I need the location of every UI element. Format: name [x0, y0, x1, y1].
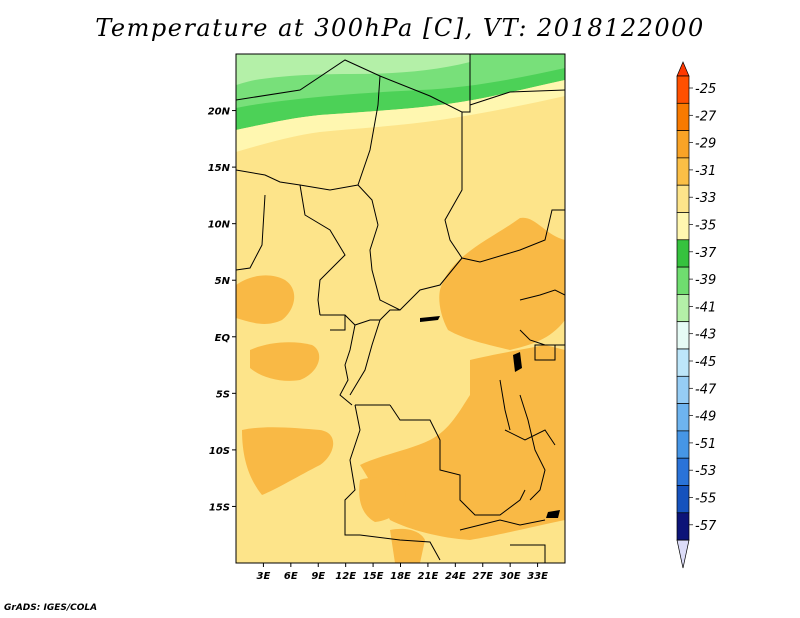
- lon-tick-label: 18E: [390, 571, 411, 582]
- colorbar-label: -45: [695, 355, 716, 370]
- colorbar-label: -25: [695, 82, 716, 97]
- lat-tick-label: 10S: [209, 446, 230, 457]
- colorbar-segment: [676, 266, 690, 295]
- colorbar-label: -47: [695, 382, 717, 397]
- temperature-field: [236, 54, 565, 563]
- colorbar-segment: [676, 102, 690, 131]
- colorbar-label: -35: [695, 219, 716, 234]
- lat-tick-label: 10N: [208, 220, 231, 231]
- colorbar-label: -55: [695, 492, 716, 507]
- lat-tick-label: 5S: [216, 389, 230, 400]
- region-orange-angola: [359, 477, 406, 522]
- colorbar-label: -29: [695, 137, 716, 152]
- map-title: Temperature at 300hPa [C], VT: 201812200…: [95, 14, 705, 42]
- lon-tick-label: 9E: [311, 571, 325, 582]
- country-borders: [236, 54, 565, 563]
- colorbar: -25 -27 -29 -31 -33 -35 -37 -39 -41 -43 -45 -47 -49 -…: [676, 61, 717, 569]
- colorbar-label: -53: [695, 464, 716, 479]
- colorbar-segment: [676, 430, 690, 459]
- region-very-light-green: [236, 54, 470, 85]
- lon-tick-label: 30E: [500, 571, 521, 582]
- colorbar-label: -39: [695, 273, 716, 288]
- lon-tick-label: 6E: [284, 571, 298, 582]
- colorbar-segment: [676, 294, 690, 323]
- lon-tick-label: 27E: [472, 571, 493, 582]
- colorbar-segment: [676, 348, 690, 377]
- colorbar-segment: [676, 485, 690, 514]
- region-orange-west: [236, 275, 295, 324]
- region-orange-south: [360, 345, 565, 540]
- colorbar-segment: [676, 130, 690, 159]
- region-pale-yellow: [236, 80, 565, 152]
- lon-tick-label: 3E: [257, 571, 271, 582]
- colorbar-segment: [676, 512, 690, 541]
- lat-tick-label: 15S: [209, 502, 230, 513]
- lat-tick-label: EQ: [215, 333, 231, 344]
- lakes: [420, 316, 560, 518]
- colorbar-segment: [676, 157, 690, 186]
- colorbar-segment: [676, 184, 690, 213]
- lon-tick-label: 21E: [418, 571, 439, 582]
- lat-tick-label: 15N: [208, 163, 231, 174]
- lon-tick-label: 15E: [363, 571, 384, 582]
- colorbar-bottom-arrow: [676, 539, 690, 569]
- colorbar-label: -57: [695, 519, 717, 534]
- colorbar-label: -43: [695, 328, 716, 343]
- colorbar-label: -51: [695, 437, 716, 452]
- lon-tick-label: 33E: [527, 571, 548, 582]
- colorbar-label: -33: [695, 191, 716, 206]
- grads-credit: GrADS: IGES/COLA: [4, 603, 98, 613]
- colorbar-label: -31: [695, 164, 716, 179]
- colorbar-label: -37: [695, 246, 717, 261]
- region-orange-southwest: [242, 427, 334, 495]
- colorbar-segment: [676, 212, 690, 241]
- latitude-ticks: 20N 15N 10N 5N EQ 5S 10S 15S: [208, 107, 236, 513]
- region-orange-south-edge: [390, 528, 425, 563]
- longitude-ticks: 3E 6E 9E 12E 15E 18E 21E 24E 27E 30E 33E: [257, 563, 548, 582]
- colorbar-label: -41: [695, 300, 716, 315]
- colorbar-segment: [676, 375, 690, 404]
- region-orange-east: [439, 217, 565, 350]
- lon-tick-label: 24E: [445, 571, 466, 582]
- colorbar-segment: [676, 403, 690, 432]
- lon-tick-label: 12E: [335, 571, 356, 582]
- region-orange-coast: [250, 342, 320, 381]
- colorbar-label: -49: [695, 410, 716, 425]
- colorbar-segment: [676, 75, 690, 104]
- colorbar-segment: [676, 321, 690, 350]
- lat-tick-label: 5N: [215, 276, 231, 287]
- colorbar-label: -27: [695, 109, 717, 124]
- lat-tick-label: 20N: [208, 107, 231, 118]
- colorbar-segment: [676, 239, 690, 268]
- colorbar-segment: [676, 457, 690, 486]
- colorbar-top-arrow: [676, 61, 690, 77]
